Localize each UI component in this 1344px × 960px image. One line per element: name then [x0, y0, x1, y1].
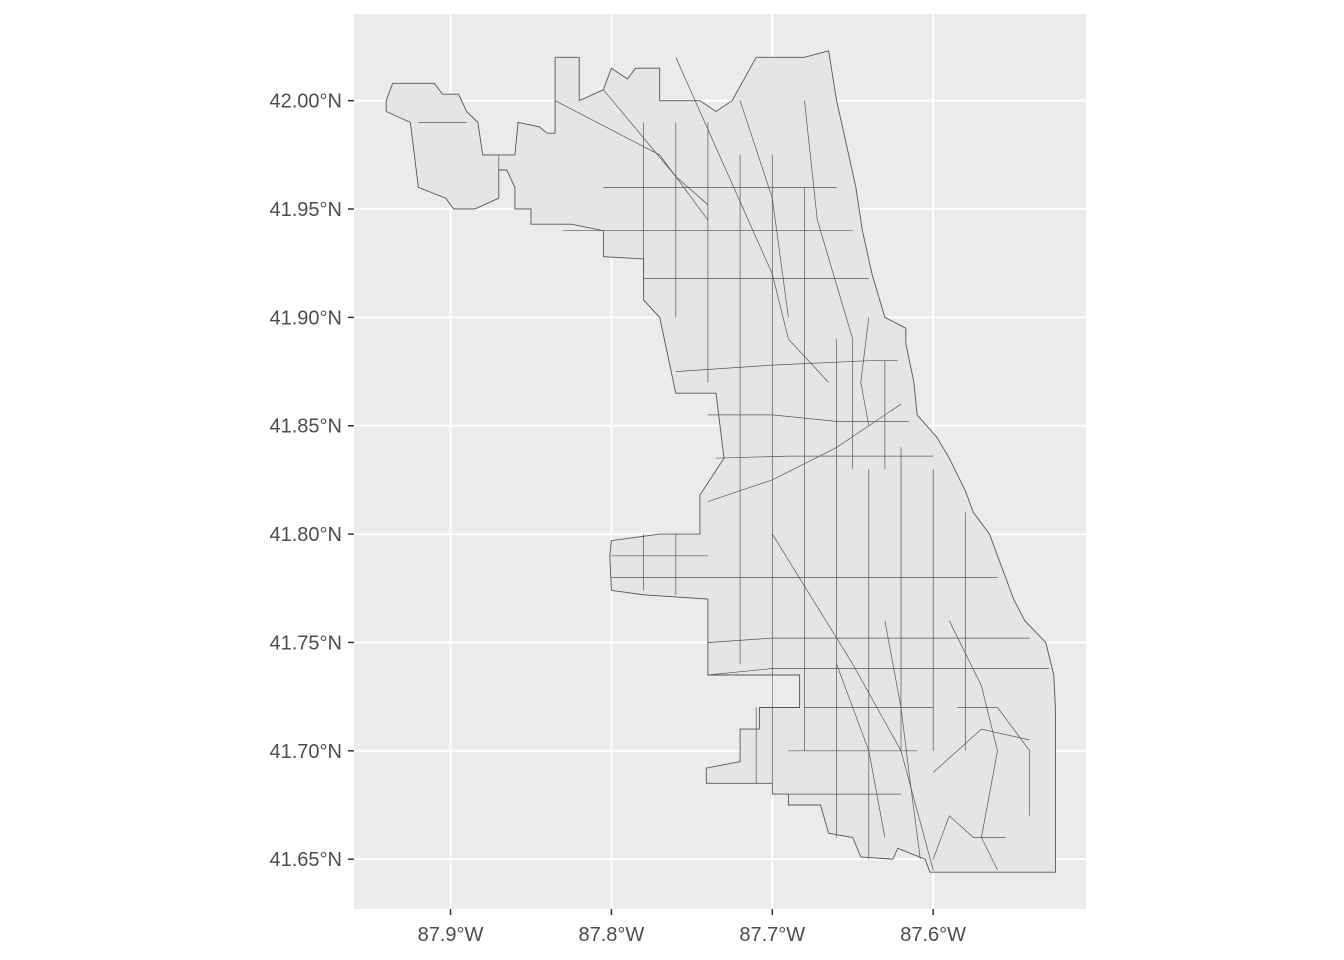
y-tick-label: 42.00°N: [270, 91, 343, 113]
y-tick-label: 41.70°N: [270, 741, 343, 763]
tract-boundary-7: [860, 317, 870, 426]
tract-boundary-2: [554, 100, 709, 221]
tract-boundary-14: [932, 728, 1030, 773]
x-tick-label: 87.7°W: [739, 924, 805, 946]
y-tick-label: 41.65°N: [270, 849, 343, 871]
y-tick-label: 41.85°N: [270, 416, 343, 438]
y-tick-label: 41.80°N: [270, 524, 343, 546]
tract-boundary-20: [675, 360, 898, 372]
x-axis: 87.9°W 87.8°W 87.7°W 87.6°W: [418, 909, 966, 946]
y-axis: 42.00°N 41.95°N 41.90°N 41.85°N 41.80°N 41.75…: [270, 91, 354, 871]
tract-boundary-10: [884, 620, 921, 860]
x-tick-label: 87.8°W: [579, 924, 645, 946]
tract-boundary-11: [948, 620, 998, 751]
tract-boundary-4: [675, 57, 829, 383]
tract-boundary-15: [932, 815, 1006, 860]
x-tick-label: 87.9°W: [418, 924, 484, 946]
tract-boundary-16: [981, 750, 998, 871]
y-tick-label: 41.75°N: [270, 632, 343, 654]
tract-boundary-6: [804, 100, 854, 340]
y-tick-label: 41.90°N: [270, 307, 343, 329]
y-tick-label: 41.95°N: [270, 199, 343, 221]
tract-boundary-1: [482, 154, 500, 170]
tract-boundary-13: [957, 707, 1031, 816]
census-tract-map: [385, 50, 1056, 873]
x-tick-label: 87.6°W: [900, 924, 966, 946]
